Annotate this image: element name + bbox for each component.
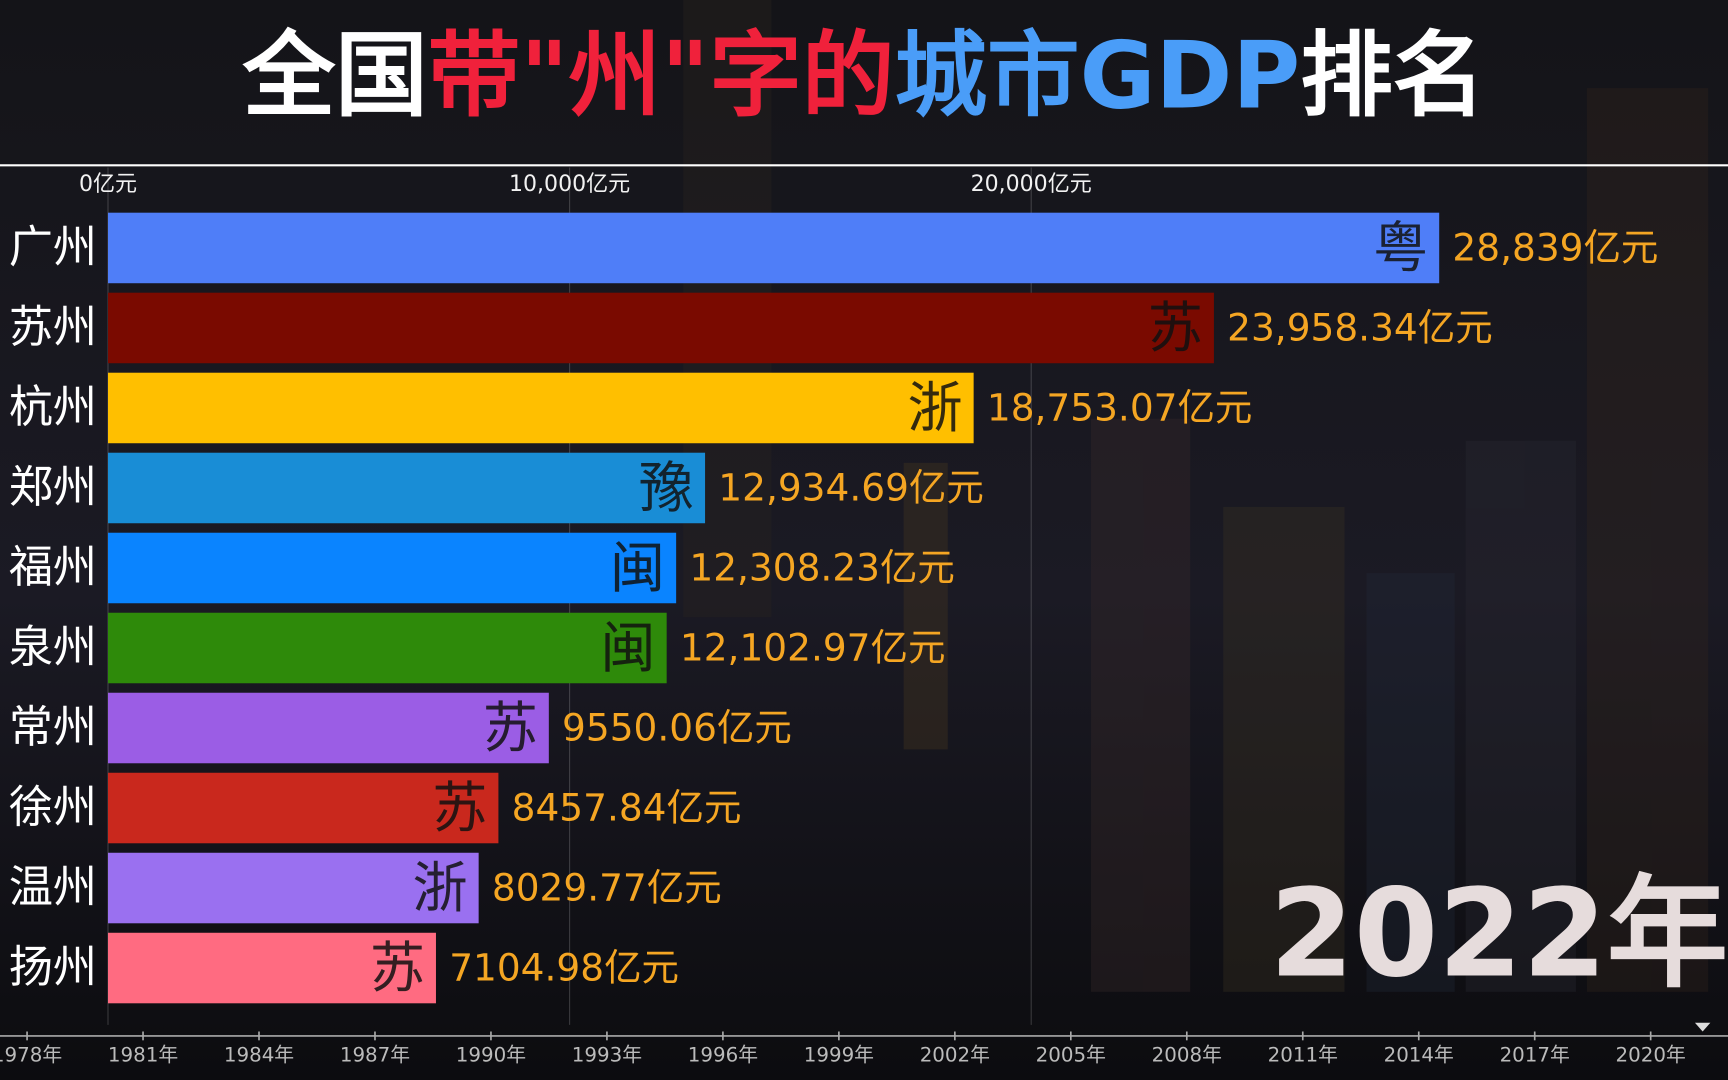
category-label: 徐州 xyxy=(9,782,97,833)
category-label: 杭州 xyxy=(9,382,97,433)
timeline-label: 2014年 xyxy=(1384,1043,1454,1066)
province-label: 浙 xyxy=(413,856,468,920)
province-label: 闽 xyxy=(601,616,656,680)
bar xyxy=(108,292,1214,364)
title-part: 城市GDP xyxy=(894,22,1300,130)
bar xyxy=(108,932,436,1004)
year-label: 2022年 xyxy=(1269,862,1728,1004)
building xyxy=(1465,440,1576,992)
timeline-label: 2020年 xyxy=(1616,1043,1686,1066)
city-backdrop xyxy=(683,0,1709,992)
province-label: 苏 xyxy=(432,776,487,840)
timeline-label: 1984年 xyxy=(224,1043,294,1066)
value-label: 7104.98亿元 xyxy=(449,946,679,990)
timeline-label: 1990年 xyxy=(456,1043,526,1066)
x-tick-label: 10,000亿元 xyxy=(509,172,630,197)
bar xyxy=(108,532,677,604)
building xyxy=(1223,506,1345,992)
bar xyxy=(108,612,667,684)
province-label: 闽 xyxy=(610,536,665,600)
province-label: 苏 xyxy=(483,696,538,760)
title-part: 全国 xyxy=(242,22,428,130)
timeline-cursor xyxy=(1694,1022,1711,1032)
x-tick-label: 0亿元 xyxy=(79,172,137,197)
category-label: 扬州 xyxy=(9,942,97,993)
category-label: 广州 xyxy=(9,222,97,273)
timeline-label: 1981年 xyxy=(108,1043,178,1066)
bar xyxy=(108,212,1440,284)
timeline-label: 2002年 xyxy=(920,1043,990,1066)
timeline-label: 2008年 xyxy=(1152,1043,1222,1066)
chart-title: 全国带"州"字的城市GDP排名 xyxy=(242,22,1486,130)
province-label: 浙 xyxy=(908,376,963,440)
bar xyxy=(108,852,479,924)
province-label: 粤 xyxy=(1373,216,1428,280)
province-label: 苏 xyxy=(370,936,425,1000)
category-label: 福州 xyxy=(9,542,97,593)
timeline-label: 1999年 xyxy=(804,1043,874,1066)
value-label: 8029.77亿元 xyxy=(492,866,722,910)
value-label: 28,839亿元 xyxy=(1452,226,1658,270)
timeline-label: 1987年 xyxy=(340,1043,410,1066)
tower xyxy=(903,462,948,750)
value-label: 23,958.34亿元 xyxy=(1227,306,1493,350)
category-label: 泉州 xyxy=(9,622,97,673)
category-label: 温州 xyxy=(9,862,97,913)
timeline-label: 2017年 xyxy=(1500,1043,1570,1066)
building xyxy=(1586,88,1709,992)
province-label: 苏 xyxy=(1148,296,1203,360)
timeline-label: 2005年 xyxy=(1036,1043,1106,1066)
title-part: 带"州"字的 xyxy=(428,22,895,130)
timeline-label: 1993年 xyxy=(572,1043,642,1066)
title-part: 排名 xyxy=(1300,22,1485,130)
value-label: 12,308.23亿元 xyxy=(689,546,955,590)
category-label: 常州 xyxy=(9,702,97,753)
bar xyxy=(108,772,499,844)
bar xyxy=(108,372,974,444)
timeline-label: 2011年 xyxy=(1268,1043,1338,1066)
value-label: 18,753.07亿元 xyxy=(987,386,1253,430)
value-label: 12,934.69亿元 xyxy=(718,466,984,510)
bar xyxy=(108,452,706,524)
x-tick-label: 20,000亿元 xyxy=(971,172,1092,197)
category-label: 苏州 xyxy=(9,302,97,353)
bar xyxy=(108,692,549,764)
value-label: 8457.84亿元 xyxy=(512,786,742,830)
timeline-label: 1978年 xyxy=(0,1043,62,1066)
value-label: 12,102.97亿元 xyxy=(680,626,946,670)
building xyxy=(1091,418,1191,992)
category-label: 郑州 xyxy=(9,462,97,513)
province-label: 豫 xyxy=(639,456,694,520)
timeline-label: 1996年 xyxy=(688,1043,758,1066)
value-label: 9550.06亿元 xyxy=(562,706,792,750)
building xyxy=(1366,573,1455,992)
